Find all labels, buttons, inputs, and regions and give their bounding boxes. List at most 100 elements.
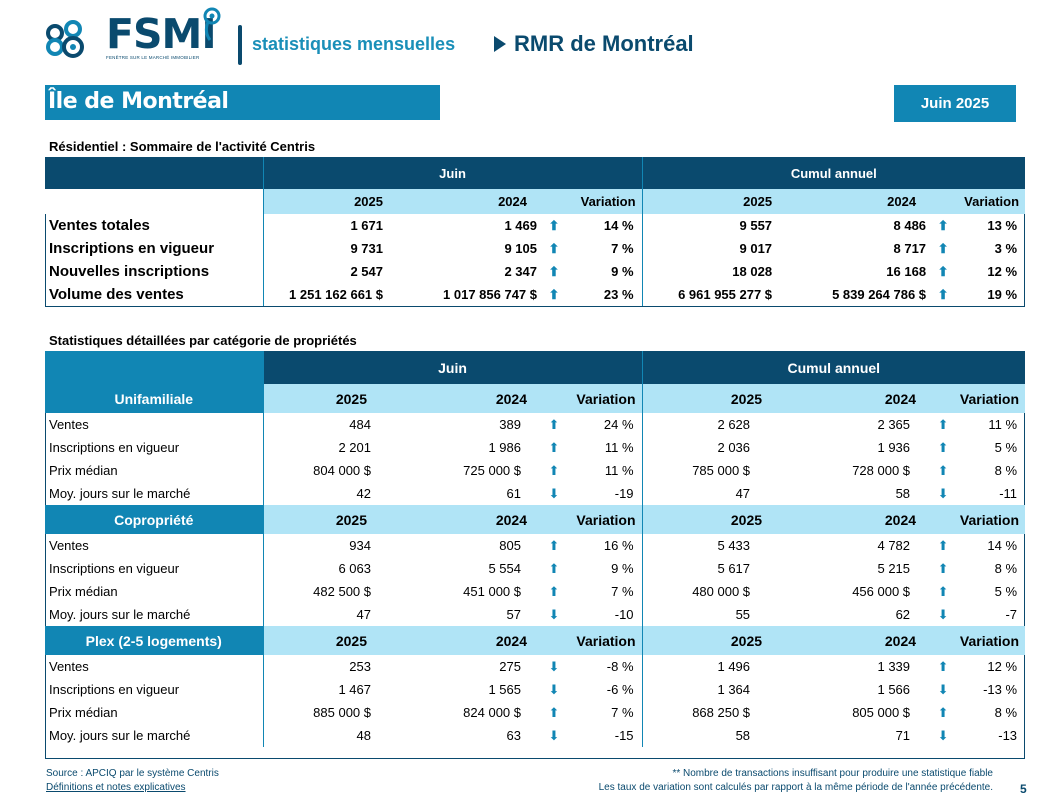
value-ytd-2025: 9 557 bbox=[641, 214, 783, 237]
value-month-2024: 1 017 856 747 $ bbox=[443, 287, 537, 302]
value-ytd-2025: 58 bbox=[641, 724, 783, 747]
row-label: Inscriptions en vigueur bbox=[49, 240, 215, 257]
arrow-up-icon: ⬆ bbox=[548, 704, 560, 720]
summary-table: Juin Cumul annuel 2025 2024 Variation 20… bbox=[45, 157, 1026, 306]
group-month: Juin bbox=[262, 351, 643, 384]
row-label: Inscriptions en vigueur bbox=[49, 682, 180, 697]
col-header: 2024 bbox=[383, 626, 543, 655]
variation-month: 7 % bbox=[611, 705, 634, 720]
col-header: Variation bbox=[543, 626, 643, 655]
value-month-2025: 48 bbox=[262, 724, 383, 747]
value-ytd-2024: 5 215 bbox=[877, 561, 911, 576]
arrow-down-icon: ⬇ bbox=[937, 681, 949, 697]
value-ytd-2025: 868 250 $ bbox=[641, 701, 783, 724]
value-month-2024: 57 bbox=[506, 607, 521, 622]
col-header: Variation bbox=[932, 189, 1026, 214]
arrow-up-icon: ⬆ bbox=[548, 416, 560, 432]
row-label: Ventes totales bbox=[49, 217, 150, 234]
area-title: Île de Montréal bbox=[48, 89, 229, 114]
value-ytd-2024: 1 936 bbox=[877, 440, 911, 455]
value-month-2025: 9 731 bbox=[262, 237, 393, 260]
header-region: RMR de Montréal bbox=[514, 31, 694, 56]
value-ytd-2024: 2 365 bbox=[877, 417, 911, 432]
value-month-2025: 934 bbox=[262, 534, 383, 557]
variation-month: -6 % bbox=[606, 682, 634, 697]
col-header: Variation bbox=[543, 384, 643, 413]
value-ytd-2024: 728 000 $ bbox=[852, 463, 911, 478]
detail-group-header: Juin Cumul annuel bbox=[45, 351, 1026, 384]
value-ytd-2024: 16 168 bbox=[886, 264, 927, 279]
value-ytd-2025: 47 bbox=[641, 482, 783, 505]
arrow-down-icon: ⬇ bbox=[548, 606, 560, 622]
variation-ytd: 12 % bbox=[987, 264, 1018, 279]
row-label: Prix médian bbox=[49, 463, 118, 478]
arrow-up-icon: ⬆ bbox=[548, 462, 560, 478]
detail-row: Inscriptions en vigueur 2 201 1 986 ⬆ 11 % 2 … bbox=[45, 436, 1025, 459]
arrow-down-icon: ⬇ bbox=[937, 727, 949, 743]
value-ytd-2025: 1 496 bbox=[641, 655, 783, 678]
row-label: Ventes bbox=[49, 538, 89, 553]
row-label: Moy. jours sur le marché bbox=[49, 486, 191, 501]
summary-row: Nouvelles inscriptions 2 547 2 347 ⬆ 9 % 18 0… bbox=[45, 260, 1025, 283]
col-header: 2025 bbox=[262, 384, 383, 413]
col-header: Variation bbox=[543, 505, 643, 534]
detail-row: Moy. jours sur le marché 47 57 ⬇ -10 55 62 ⬇ -7 bbox=[45, 603, 1025, 626]
value-ytd-2024: 456 000 $ bbox=[852, 584, 911, 599]
arrow-up-icon: ⬆ bbox=[937, 658, 949, 674]
header-subtitle: statistiques mensuelles bbox=[252, 34, 456, 54]
summary-column-header: 2025 2024 Variation 2025 2024 Variation bbox=[45, 189, 1026, 214]
arrow-up-icon: ⬆ bbox=[937, 583, 949, 599]
arrow-down-icon: ⬇ bbox=[937, 606, 949, 622]
value-month-2024: 389 bbox=[499, 417, 521, 432]
summary-section-title: Résidentiel : Sommaire de l'activité Cen… bbox=[49, 139, 316, 154]
row-label: Moy. jours sur le marché bbox=[49, 607, 191, 622]
col-header: 2024 bbox=[383, 505, 543, 534]
variation-ytd: 11 % bbox=[988, 417, 1018, 432]
arrow-up-icon: ⬆ bbox=[937, 263, 949, 279]
value-ytd-2025: 55 bbox=[641, 603, 783, 626]
arrow-up-icon: ⬆ bbox=[548, 583, 560, 599]
value-ytd-2024: 805 000 $ bbox=[852, 705, 911, 720]
detail-row: Inscriptions en vigueur 6 063 5 554 ⬆ 9 % 5 6… bbox=[45, 557, 1025, 580]
row-label: Volume des ventes bbox=[49, 286, 184, 303]
col-header: 2025 bbox=[262, 505, 383, 534]
row-label: Prix médian bbox=[49, 584, 118, 599]
value-month-2025: 2 201 bbox=[262, 436, 383, 459]
col-header: 2024 bbox=[782, 505, 933, 534]
arrow-down-icon: ⬇ bbox=[548, 485, 560, 501]
value-ytd-2024: 8 717 bbox=[893, 241, 927, 256]
value-month-2024: 61 bbox=[506, 486, 521, 501]
row-label: Ventes bbox=[49, 659, 89, 674]
arrow-down-icon: ⬇ bbox=[937, 485, 949, 501]
variation-ytd: 13 % bbox=[987, 218, 1018, 233]
variation-ytd: 14 % bbox=[987, 538, 1018, 553]
arrow-up-icon: ⬆ bbox=[937, 416, 949, 432]
value-ytd-2025: 2 628 bbox=[641, 413, 783, 436]
detail-row: Ventes 253 275 ⬇ -8 % 1 496 1 339 ⬆ 12 % bbox=[45, 655, 1025, 678]
variation-month: 9 % bbox=[611, 561, 634, 576]
value-month-2024: 1 986 bbox=[488, 440, 521, 455]
detail-row: Ventes 484 389 ⬆ 24 % 2 628 2 365 ⬆ 11 % bbox=[45, 413, 1025, 436]
arrow-up-icon: ⬆ bbox=[937, 217, 949, 233]
arrow-up-icon: ⬆ bbox=[937, 560, 949, 576]
arrow-up-icon: ⬆ bbox=[548, 537, 560, 553]
col-header: 2025 bbox=[262, 189, 393, 214]
fsmi-logo-mark-icon bbox=[46, 20, 84, 58]
col-header: 2024 bbox=[782, 189, 933, 214]
variation-ytd: -13 bbox=[998, 728, 1018, 743]
detail-row: Prix médian 804 000 $ 725 000 $ ⬆ 11 % 785 00… bbox=[45, 459, 1025, 482]
variation-month: -19 bbox=[614, 486, 634, 501]
category-header-row: Unifamiliale 2025 2024 Variation 2025 2024 Var… bbox=[45, 384, 1026, 413]
definitions-link[interactable]: Définitions et notes explicatives bbox=[46, 782, 186, 793]
value-ytd-2025: 18 028 bbox=[641, 260, 783, 283]
summary-row: Volume des ventes 1 251 162 661 $ 1 017 85… bbox=[45, 283, 1025, 306]
value-month-2025: 1 251 162 661 $ bbox=[262, 283, 393, 306]
value-ytd-2024: 1 339 bbox=[877, 659, 911, 674]
col-header: 2024 bbox=[782, 384, 933, 413]
value-month-2025: 1 467 bbox=[262, 678, 383, 701]
variation-month: -15 bbox=[614, 728, 634, 743]
value-month-2024: 63 bbox=[506, 728, 521, 743]
group-month: Juin bbox=[262, 157, 643, 189]
value-month-2025: 6 063 bbox=[262, 557, 383, 580]
col-header: 2025 bbox=[641, 505, 783, 534]
